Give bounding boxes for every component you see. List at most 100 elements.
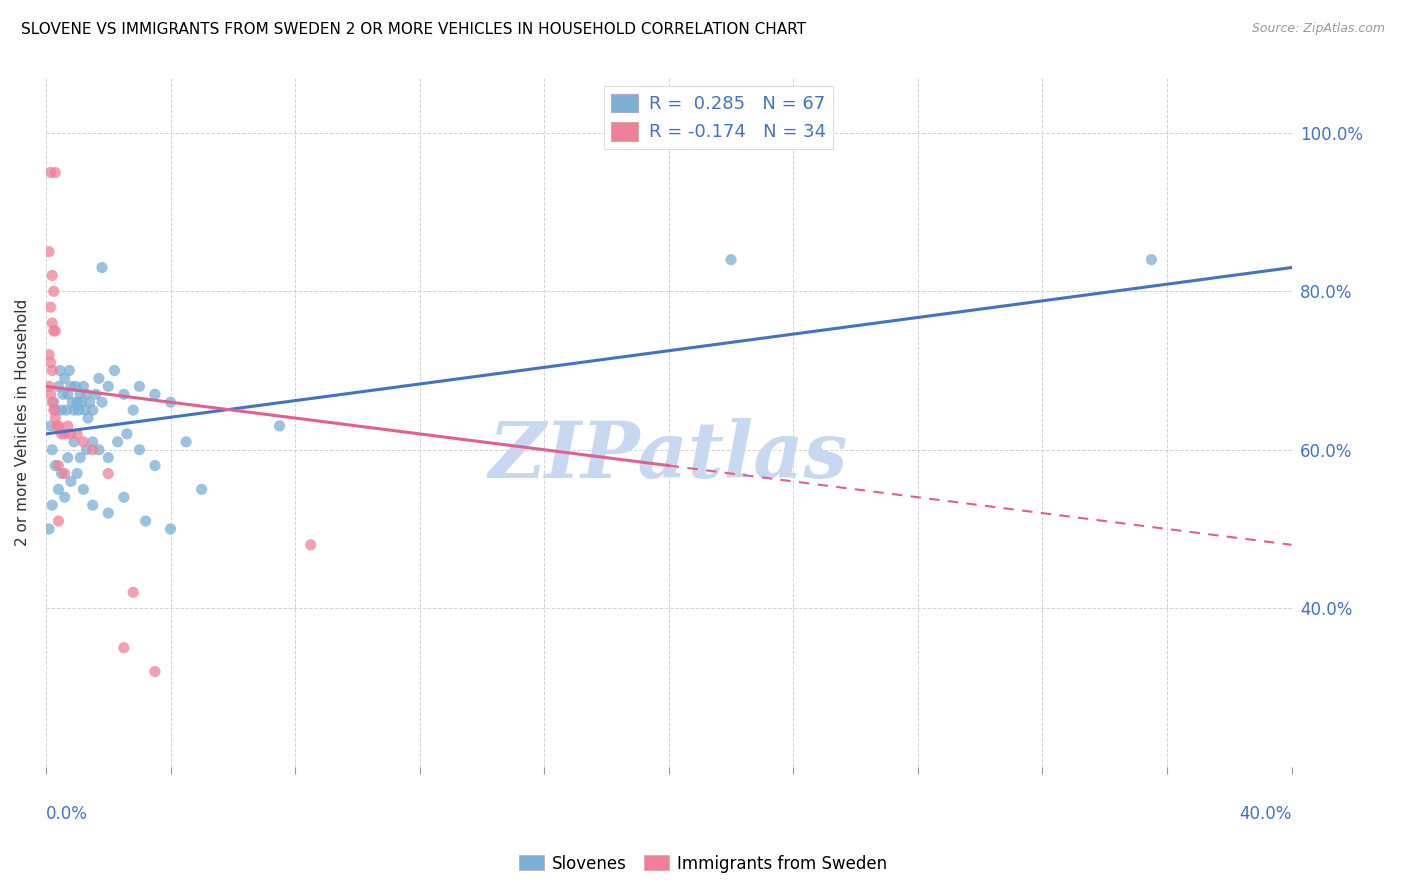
Point [39, 419, 62, 434]
Point [97, 467, 120, 481]
Point [65, 379, 87, 393]
Point [41, 363, 63, 377]
Point [82, 442, 104, 457]
Point [41, 498, 63, 512]
Point [53, 490, 76, 504]
Point [77, 411, 100, 425]
Point [48, 483, 70, 497]
Point [48, 458, 70, 473]
Point [38, 348, 60, 362]
Point [97, 506, 120, 520]
Point [52, 387, 75, 401]
Point [38, 522, 60, 536]
Point [69, 387, 91, 401]
Point [75, 387, 97, 401]
Point [48, 514, 70, 528]
Point [67, 403, 90, 417]
Text: SLOVENE VS IMMIGRANTS FROM SWEDEN 2 OR MORE VEHICLES IN HOUSEHOLD CORRELATION CH: SLOVENE VS IMMIGRANTS FROM SWEDEN 2 OR M… [21, 22, 806, 37]
Point [159, 395, 181, 409]
Point [91, 395, 114, 409]
Point [73, 403, 96, 417]
Point [122, 403, 145, 417]
Legend: R =  0.285   N = 67, R = -0.174   N = 34: R = 0.285 N = 67, R = -0.174 N = 34 [603, 87, 834, 149]
Point [42, 285, 65, 299]
Point [69, 450, 91, 465]
Point [41, 395, 63, 409]
Point [58, 363, 80, 377]
Point [128, 442, 150, 457]
Point [174, 434, 197, 449]
Point [299, 538, 322, 552]
Point [82, 434, 104, 449]
Point [72, 434, 94, 449]
Point [107, 434, 129, 449]
Point [128, 379, 150, 393]
Point [44, 324, 66, 338]
Point [91, 260, 114, 275]
Text: Source: ZipAtlas.com: Source: ZipAtlas.com [1251, 22, 1385, 36]
Point [41, 268, 63, 283]
Point [41, 442, 63, 457]
Point [39, 387, 62, 401]
Point [45, 419, 67, 434]
Point [51, 426, 73, 441]
Point [51, 467, 73, 481]
Point [79, 395, 101, 409]
Point [1140, 252, 1163, 267]
Point [44, 458, 66, 473]
Point [66, 467, 89, 481]
Point [53, 467, 76, 481]
Point [72, 483, 94, 497]
Point [63, 434, 86, 449]
Legend: Slovenes, Immigrants from Sweden: Slovenes, Immigrants from Sweden [512, 848, 894, 880]
Point [135, 514, 157, 528]
Point [42, 324, 65, 338]
Point [112, 387, 135, 401]
Point [44, 411, 66, 425]
Point [97, 379, 120, 393]
Text: ZIPatlas: ZIPatlas [489, 418, 848, 495]
Point [82, 403, 104, 417]
Point [112, 490, 135, 504]
Point [66, 426, 89, 441]
Point [59, 426, 82, 441]
Y-axis label: 2 or more Vehicles in Household: 2 or more Vehicles in Household [15, 299, 30, 546]
Point [122, 585, 145, 599]
Point [48, 419, 70, 434]
Point [51, 403, 73, 417]
Point [38, 379, 60, 393]
Point [55, 403, 77, 417]
Point [39, 356, 62, 370]
Point [72, 379, 94, 393]
Point [44, 403, 66, 417]
Point [53, 371, 76, 385]
Point [143, 458, 166, 473]
Point [38, 244, 60, 259]
Point [49, 363, 72, 377]
Point [56, 419, 79, 434]
Point [56, 387, 79, 401]
Point [143, 665, 166, 679]
Point [48, 379, 70, 393]
Point [112, 640, 135, 655]
Point [39, 300, 62, 314]
Point [87, 442, 110, 457]
Point [59, 379, 82, 393]
Point [42, 395, 65, 409]
Point [56, 450, 79, 465]
Point [66, 395, 89, 409]
Point [103, 363, 125, 377]
Point [42, 403, 65, 417]
Text: 40.0%: 40.0% [1239, 805, 1292, 823]
Point [59, 475, 82, 489]
Point [44, 165, 66, 179]
Point [269, 419, 291, 434]
Point [97, 450, 120, 465]
Point [70, 395, 93, 409]
Point [143, 387, 166, 401]
Point [84, 387, 107, 401]
Point [159, 522, 181, 536]
Point [87, 371, 110, 385]
Point [720, 252, 742, 267]
Point [39, 165, 62, 179]
